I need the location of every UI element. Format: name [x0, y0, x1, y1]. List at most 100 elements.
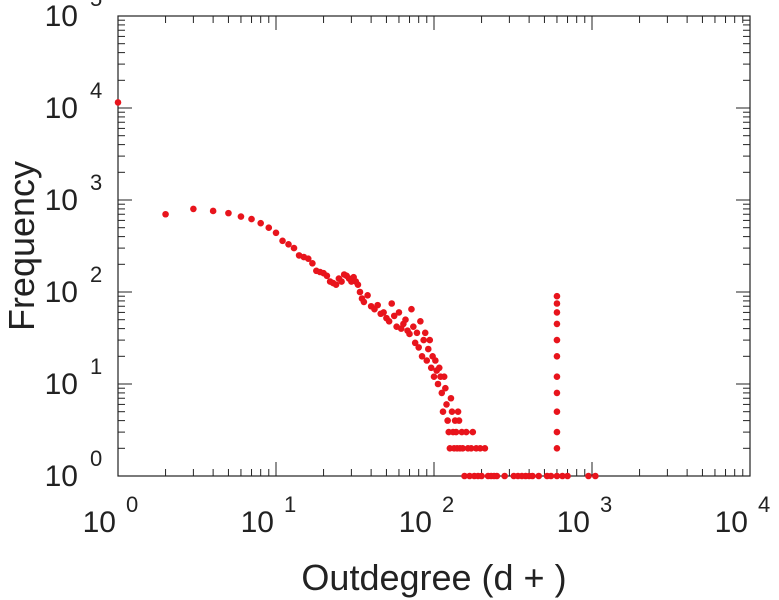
data-point	[426, 336, 434, 344]
data-point	[435, 364, 443, 372]
data-point	[553, 472, 561, 480]
data-point	[423, 357, 431, 364]
data-point	[447, 394, 455, 402]
data-point	[448, 408, 456, 415]
data-point	[432, 357, 439, 364]
data-point	[408, 305, 415, 313]
x-tick-label-exponent: 0	[126, 492, 138, 517]
data-point	[338, 278, 345, 285]
data-point	[535, 472, 543, 480]
x-tick-label-exponent: 4	[758, 492, 770, 517]
data-point	[360, 298, 368, 306]
x-tick-label-exponent: 2	[442, 492, 454, 517]
data-point	[564, 472, 571, 480]
y-tick-label-exponent: 2	[90, 262, 102, 287]
data-point	[415, 344, 422, 351]
data-point	[265, 224, 273, 231]
data-point	[553, 353, 561, 360]
x-tick-label-base: 10	[715, 506, 748, 539]
y-axis-label: Frequency	[1, 161, 42, 331]
axis-tick-labels: 10 0 10 1 10 2 10 3 10 4 10 0 10 1 10 2 10 3 10 4 10 5	[45, 0, 771, 539]
data-point	[420, 336, 427, 344]
data-point	[421, 329, 429, 337]
data-point	[380, 309, 387, 316]
data-point	[385, 318, 393, 325]
y-tick-label-base: 10	[45, 184, 78, 217]
data-point	[257, 219, 264, 227]
data-point	[417, 318, 424, 325]
y-tick-label-base: 10	[45, 276, 78, 309]
x-tick-label-base: 10	[399, 506, 432, 539]
data-point	[237, 213, 245, 220]
y-tick-label-exponent: 0	[90, 446, 102, 471]
data-point	[553, 428, 561, 436]
data-point	[356, 288, 364, 296]
y-tick-label-base: 10	[45, 460, 78, 493]
data-point	[364, 292, 371, 299]
data-point	[354, 281, 362, 289]
data-point	[190, 205, 197, 213]
data-point	[553, 292, 561, 300]
data-point	[279, 237, 286, 245]
data-point	[434, 380, 442, 388]
data-point	[553, 309, 561, 316]
x-tick-label-base: 10	[83, 506, 116, 539]
data-point	[454, 408, 462, 415]
data-point	[114, 99, 122, 106]
data-point	[285, 241, 292, 248]
data-point	[309, 260, 316, 267]
data-point	[553, 389, 561, 397]
data-point	[467, 445, 475, 452]
x-tick-label-exponent: 1	[284, 492, 296, 517]
data-point	[469, 428, 477, 436]
data-point	[410, 323, 417, 330]
data-point	[493, 472, 501, 480]
data-point	[427, 364, 435, 372]
data-point	[402, 316, 409, 323]
data-point	[443, 401, 450, 408]
data-point	[439, 408, 447, 415]
data-point	[162, 210, 169, 218]
data-point	[332, 281, 340, 289]
y-tick-label-base: 10	[45, 0, 78, 33]
data-point	[430, 373, 438, 381]
data-point	[390, 312, 398, 320]
data-point	[481, 445, 489, 452]
data-point	[248, 215, 255, 223]
data-point	[553, 336, 561, 344]
data-point	[444, 417, 451, 424]
data-point	[438, 389, 446, 397]
data-point	[553, 320, 561, 328]
data-point	[304, 255, 312, 263]
data-point	[462, 428, 470, 436]
data-point	[418, 353, 426, 360]
data-point	[459, 445, 467, 452]
y-tick-label-exponent: 4	[90, 78, 102, 103]
data-point	[559, 472, 566, 480]
axis-ticks	[117, 16, 750, 477]
data-point	[553, 408, 561, 415]
data-point	[478, 472, 485, 480]
x-tick-label-base: 10	[241, 506, 274, 539]
data-point	[442, 384, 449, 392]
data-point	[466, 472, 473, 480]
data-point	[424, 345, 432, 353]
data-point	[374, 301, 381, 309]
data-points	[114, 99, 599, 480]
y-tick-label-base: 10	[45, 368, 78, 401]
data-point	[553, 300, 561, 307]
data-point	[461, 472, 468, 480]
data-point	[440, 373, 448, 381]
data-point	[547, 472, 555, 480]
data-point	[585, 472, 592, 480]
data-point	[452, 428, 460, 436]
data-point	[592, 472, 599, 480]
data-point	[455, 417, 463, 424]
data-point	[501, 472, 508, 480]
x-tick-label-exponent: 3	[600, 492, 612, 517]
y-tick-label-base: 10	[45, 92, 78, 125]
data-point	[225, 209, 232, 217]
data-point	[413, 329, 421, 337]
data-point	[553, 445, 561, 452]
